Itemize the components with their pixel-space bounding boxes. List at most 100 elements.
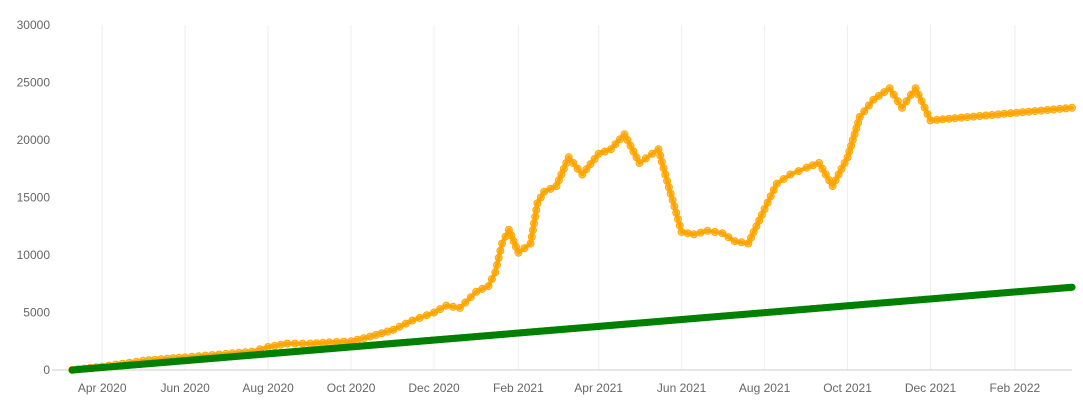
orange-data-point: [641, 154, 650, 163]
orange-data-point: [606, 145, 615, 154]
orange-data-point: [818, 164, 827, 173]
orange-data-point: [270, 341, 279, 350]
orange-data-point: [487, 275, 496, 284]
orange-data-point: [661, 170, 670, 179]
green-data-point: [1068, 283, 1076, 291]
orange-data-point: [528, 226, 537, 235]
orange-data-point: [703, 226, 712, 235]
orange-data-point: [657, 157, 666, 166]
orange-data-point: [527, 232, 536, 241]
orange-data-point: [455, 303, 464, 312]
orange-data-point: [670, 202, 679, 211]
orange-data-point: [531, 212, 540, 221]
x-tick-label: Feb 2021: [493, 381, 544, 395]
series-layer: [68, 84, 1076, 374]
orange-data-point: [864, 101, 873, 110]
orange-data-point: [663, 176, 672, 185]
orange-data-point: [616, 135, 624, 144]
orange-data-point: [763, 198, 772, 207]
x-tick-label: Jun 2021: [657, 381, 707, 395]
orange-data-point: [611, 140, 620, 149]
orange-data-point: [536, 193, 545, 202]
orange-data-point: [860, 107, 869, 116]
orange-data-point: [520, 244, 529, 253]
y-tick-label: 5000: [23, 306, 50, 320]
orange-data-point: [635, 159, 644, 167]
orange-data-point: [498, 239, 507, 248]
orange-data-point: [491, 268, 500, 277]
orange-data-point: [664, 183, 673, 192]
x-tick-label: Dec 2021: [905, 381, 957, 395]
orange-data-point: [674, 215, 682, 224]
orange-data-point: [689, 230, 698, 239]
orange-data-point: [590, 155, 599, 163]
y-tick-label: 25000: [17, 76, 51, 90]
orange-data-point: [353, 335, 362, 344]
x-axis: Apr 2020 Jun 2020 Aug 2020 Oct 2020 Dec 2020…: [52, 369, 1072, 395]
orange-data-point: [530, 219, 538, 228]
orange-data-point: [648, 149, 657, 158]
orange-data-point: [401, 319, 410, 328]
orange-data-point: [586, 160, 595, 169]
vertical-gridlines: [101, 25, 1016, 370]
orange-data-point: [422, 311, 431, 320]
orange-data-point: [533, 199, 542, 208]
orange-data-point: [408, 316, 417, 325]
orange-data-point: [449, 302, 458, 311]
orange-data-point: [821, 170, 830, 179]
orange-data-point: [889, 90, 898, 99]
orange-data-point: [898, 103, 906, 112]
orange-data-point: [893, 97, 902, 106]
x-tick-label: Aug 2020: [242, 381, 294, 395]
orange-data-point: [902, 97, 911, 106]
orange-data-point: [494, 253, 503, 262]
orange-data-point: [794, 167, 803, 176]
x-tick-label: Jun 2020: [160, 381, 210, 395]
orange-data-point: [760, 205, 769, 213]
orange-data-point: [1068, 103, 1076, 112]
orange-data-point: [276, 340, 285, 349]
orange-data-point: [815, 159, 823, 167]
y-tick-label: 30000: [17, 18, 51, 32]
orange-data-point: [395, 322, 404, 331]
orange-data-point: [779, 175, 788, 184]
x-tick-label: Oct 2021: [823, 381, 872, 395]
orange-data-point: [514, 248, 523, 257]
orange-data-point: [430, 308, 439, 317]
orange-data-point: [582, 165, 591, 174]
orange-data-point: [914, 90, 923, 99]
orange-data-point: [493, 261, 501, 270]
orange-data-point: [724, 233, 733, 242]
orange-data-point: [917, 97, 926, 106]
orange-data-point: [911, 84, 920, 93]
orange-data-point: [264, 343, 273, 351]
orange-data-point: [874, 91, 883, 100]
orange-data-point: [461, 298, 470, 307]
y-tick-label: 10000: [17, 248, 51, 262]
orange-data-point: [526, 239, 535, 248]
y-tick-label: 0: [43, 363, 50, 377]
orange-data-point: [880, 88, 889, 97]
orange-data-point: [855, 113, 864, 121]
orange-data-point: [569, 159, 578, 167]
x-tick-label: Oct 2020: [327, 381, 376, 395]
orange-data-point: [496, 246, 505, 255]
orange-data-point: [920, 103, 929, 112]
x-tick-label: Apr 2020: [78, 381, 127, 395]
orange-data-point: [415, 313, 424, 322]
orange-data-point: [766, 192, 775, 201]
orange-data-point: [786, 170, 795, 179]
orange-data-point: [389, 325, 398, 334]
orange-data-point: [532, 206, 541, 214]
orange-data-point: [442, 301, 451, 310]
orange-data-point: [436, 305, 445, 314]
y-tick-label: 20000: [17, 133, 51, 147]
orange-data-point: [325, 338, 334, 347]
orange-data-point: [907, 90, 915, 99]
orange-data-point: [885, 84, 894, 93]
orange-data-point: [772, 179, 781, 188]
orange-data-point: [578, 170, 587, 179]
orange-data-point: [869, 95, 878, 104]
orange-data-point: [675, 221, 684, 230]
x-tick-label: Apr 2021: [574, 381, 623, 395]
